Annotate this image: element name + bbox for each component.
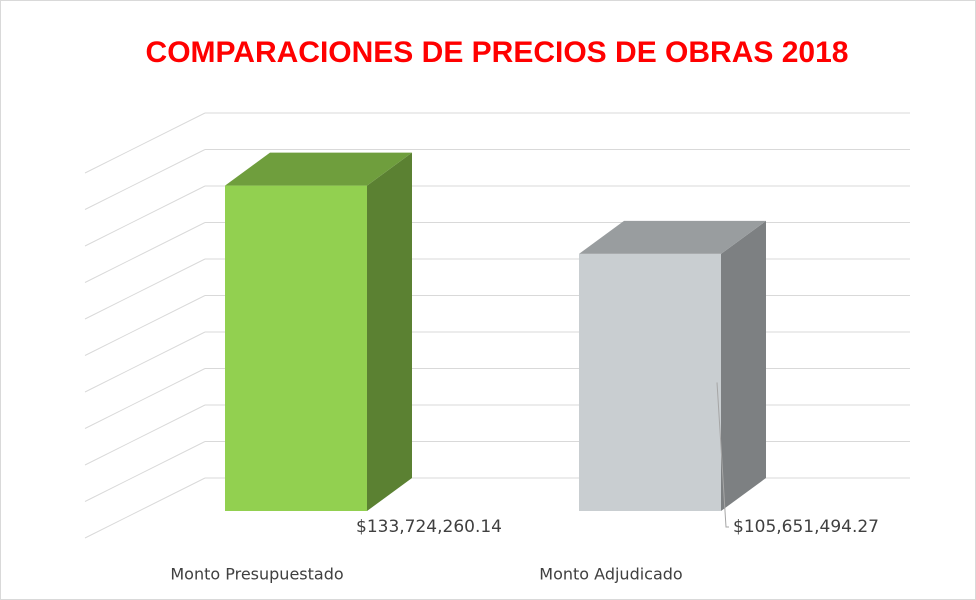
side-grid-line	[84, 441, 206, 502]
leader-line	[716, 382, 729, 528]
side-grid-line	[84, 404, 206, 466]
bar	[225, 185, 367, 511]
side-grid-line	[84, 368, 206, 429]
bar	[579, 253, 721, 511]
bar-top	[579, 220, 766, 254]
side-grid-line	[84, 331, 206, 393]
side-grid-line	[84, 149, 206, 210]
side-grid-line	[84, 222, 206, 283]
bar-side	[367, 152, 412, 511]
bar-side	[721, 220, 766, 511]
side-grid-line	[84, 112, 206, 174]
side-grid-line	[84, 185, 206, 247]
x-tick-label: Monto Presupuestado	[170, 565, 343, 584]
data-label: $133,724,260.14	[356, 517, 502, 537]
side-grid-line	[84, 295, 206, 356]
bar-top	[225, 152, 412, 186]
side-grid-line	[84, 477, 206, 539]
chart-title: COMPARACIONES DE PRECIOS DE OBRAS 2018	[146, 36, 849, 69]
data-label: $105,651,494.27	[733, 517, 879, 537]
x-tick-label: Monto Adjudicado	[539, 565, 682, 584]
side-grid-line	[84, 258, 206, 320]
